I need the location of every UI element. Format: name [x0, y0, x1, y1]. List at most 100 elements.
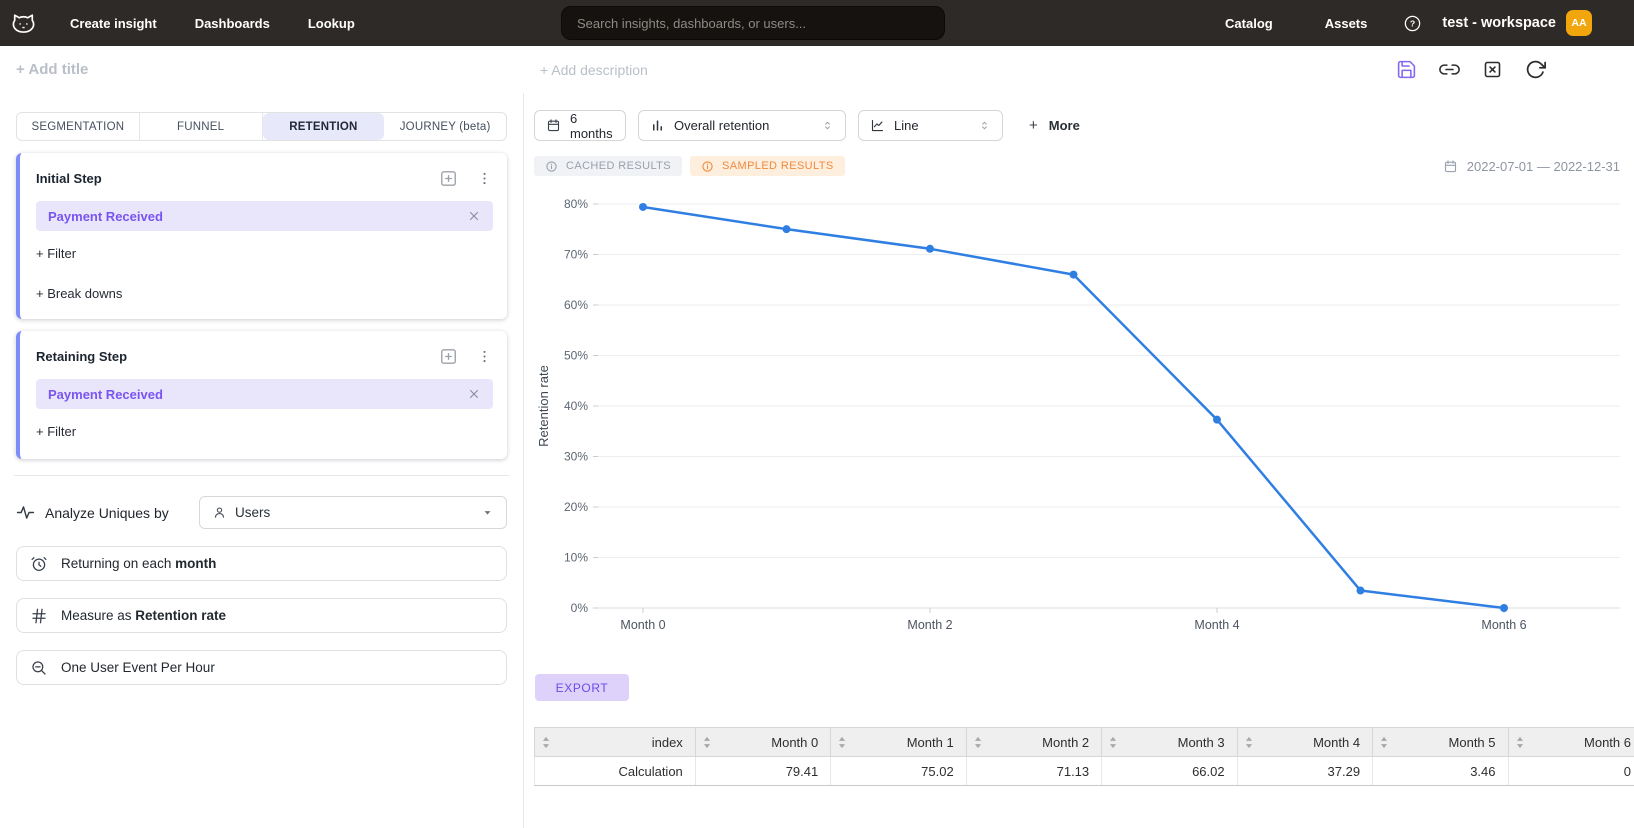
col-label: Month 6	[1584, 734, 1631, 750]
copy-link-icon[interactable]	[1439, 59, 1460, 80]
col-label: Month 5	[1448, 734, 1496, 750]
col-header-month2[interactable]: Month 2	[965, 727, 1103, 757]
user-icon	[212, 505, 227, 520]
col-header-month0[interactable]: Month 0	[694, 727, 832, 757]
y-tick-label: 40%	[564, 399, 588, 413]
add-title-button[interactable]: + Add title	[16, 61, 89, 78]
tab-funnel[interactable]: FUNNEL	[140, 113, 263, 140]
nav-catalog[interactable]: Catalog	[1225, 15, 1273, 31]
nav-dashboards[interactable]: Dashboards	[194, 15, 270, 31]
y-tick-label: 20%	[564, 500, 588, 514]
data-point-month-2	[926, 244, 934, 253]
insight-title-bar: + Add title + Add description	[0, 46, 1634, 93]
remove-event-icon[interactable]	[467, 209, 481, 223]
activity-pulse-icon	[16, 503, 35, 522]
retention-line-chart: 0% 10% 20% 30% 40% 50% 60% 70% 80% Month 0 Month 2…	[534, 180, 1634, 642]
sort-icon	[1110, 736, 1117, 748]
user-avatar[interactable]: AA	[1566, 10, 1592, 36]
alarm-clock-icon	[30, 555, 48, 573]
refresh-icon[interactable]	[1525, 59, 1546, 80]
add-description-button[interactable]: + Add description	[540, 61, 648, 78]
help-icon[interactable]: ?	[1403, 14, 1422, 33]
nav-create-insight[interactable]: Create insight	[70, 15, 157, 31]
add-step-icon[interactable]	[439, 347, 458, 366]
col-label: Month 1	[906, 734, 954, 750]
add-filter-link[interactable]: + Filter	[36, 246, 77, 261]
col-label: Month 4	[1313, 734, 1361, 750]
returning-label-prefix: Returning on each	[61, 556, 176, 571]
y-tick-label: 10%	[564, 551, 588, 565]
retaining-step-title: Retaining Step	[36, 348, 128, 364]
select-updown-icon	[821, 119, 834, 132]
analysis-type-tabs: SEGMENTATION FUNNEL RETENTION JOURNEY (b…	[16, 112, 507, 141]
calendar-icon	[1444, 159, 1456, 172]
add-breakdowns-link[interactable]: + Break downs	[36, 286, 123, 301]
measure-label-value: Retention rate	[135, 608, 227, 623]
data-point-month-4	[1213, 415, 1221, 424]
metric-select[interactable]: Overall retention	[638, 110, 846, 141]
cell-month6: 0	[1507, 756, 1634, 786]
remove-event-icon[interactable]	[467, 387, 481, 401]
cell-index: Calculation	[534, 756, 696, 786]
col-header-index[interactable]: index	[534, 727, 696, 757]
tab-retention[interactable]: RETENTION	[262, 113, 385, 140]
data-point-month-5	[1356, 586, 1365, 595]
analyze-uniques-row: Analyze Uniques by Users	[16, 496, 507, 529]
app-logo-cat-icon[interactable]	[10, 10, 37, 37]
more-label: More	[1048, 118, 1080, 133]
col-header-month3[interactable]: Month 3	[1101, 727, 1238, 757]
event-chip-label: Payment Received	[48, 208, 163, 224]
sort-icon	[974, 736, 981, 748]
sort-icon	[542, 736, 550, 748]
results-table: index Month 0 Month 1 Month 2 Month 3	[534, 727, 1634, 786]
step-menu-kebab-icon[interactable]	[476, 348, 493, 365]
info-icon	[702, 160, 713, 172]
step-menu-kebab-icon[interactable]	[476, 170, 493, 187]
initial-step-event-chip[interactable]: Payment Received	[36, 201, 493, 231]
select-updown-icon	[978, 119, 991, 132]
save-icon[interactable]	[1396, 59, 1417, 80]
tab-journey[interactable]: JOURNEY (beta)	[399, 120, 491, 133]
export-button[interactable]: EXPORT	[535, 674, 629, 701]
col-header-month5[interactable]: Month 5	[1372, 727, 1509, 757]
one-event-per-hour-button[interactable]: One User Event Per Hour	[16, 650, 507, 685]
initial-step-card: Initial Step Paymen	[16, 153, 507, 319]
col-header-month4[interactable]: Month 4	[1236, 727, 1374, 757]
more-options-button[interactable]: + More	[1029, 117, 1080, 134]
data-point-month-3	[1069, 270, 1078, 279]
y-tick-label: 70%	[564, 248, 588, 262]
y-tick-label: 50%	[564, 349, 588, 363]
tab-segmentation[interactable]: SEGMENTATION	[17, 113, 140, 140]
col-header-month1[interactable]: Month 1	[830, 727, 967, 757]
search-input[interactable]	[561, 6, 945, 40]
cell-month0: 79.41	[694, 756, 832, 786]
table-row: Calculation 79.41 75.02 71.13 66.02 37.2…	[534, 756, 1634, 786]
results-panel: 6 months Overall retention	[524, 93, 1634, 828]
retention-series-line	[641, 205, 1506, 610]
add-step-icon[interactable]	[439, 169, 458, 188]
cell-month1: 75.02	[830, 756, 967, 786]
col-header-month6[interactable]: Month 6	[1507, 727, 1634, 757]
clear-close-icon[interactable]	[1482, 59, 1503, 80]
data-point-month-1	[782, 225, 791, 234]
chevron-down-icon	[481, 506, 494, 519]
one-event-label: One User Event Per Hour	[61, 660, 215, 675]
sampled-results-label: SAMPLED RESULTS	[722, 160, 834, 172]
workspace-name[interactable]: test - workspace	[1442, 15, 1556, 31]
cell-month2: 71.13	[965, 756, 1103, 786]
nav-lookup[interactable]: Lookup	[307, 15, 355, 31]
uniques-entity-select[interactable]: Users	[199, 496, 507, 529]
retaining-step-event-chip[interactable]: Payment Received	[36, 379, 493, 409]
nav-assets[interactable]: Assets	[1324, 15, 1368, 31]
y-tick-label: 80%	[564, 197, 588, 211]
add-filter-link[interactable]: + Filter	[36, 424, 77, 439]
cell-month3: 66.02	[1101, 756, 1238, 786]
metric-select-value: Overall retention	[674, 118, 770, 133]
cell-month5: 3.46	[1372, 756, 1509, 786]
initial-step-title: Initial Step	[36, 170, 102, 186]
analyze-uniques-label: Analyze Uniques by	[45, 504, 169, 521]
chart-type-select[interactable]: Line	[858, 110, 1003, 141]
measure-as-button[interactable]: Measure as Retention rate	[16, 598, 507, 633]
date-range-button[interactable]: 6 months	[534, 110, 626, 141]
returning-granularity-button[interactable]: Returning on each month	[16, 546, 507, 581]
